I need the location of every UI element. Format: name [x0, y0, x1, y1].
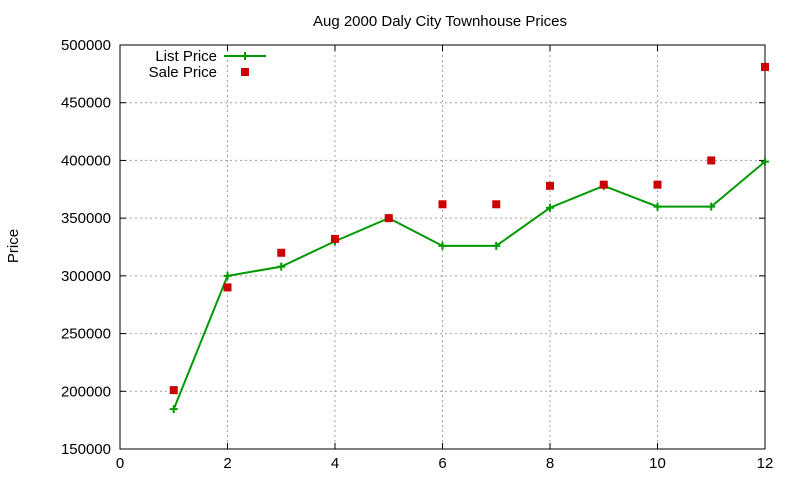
x-tick-label: 6 [438, 455, 446, 472]
axis-ticks: 1500002000002500003000003500004000004500… [61, 37, 773, 472]
legend-label-sale-price: Sale Price [149, 64, 217, 81]
data-point [331, 234, 339, 243]
x-tick-label: 0 [116, 455, 124, 472]
series-sale-price [169, 62, 769, 395]
data-point [223, 283, 232, 292]
data-point [223, 271, 232, 280]
y-tick-label: 200000 [61, 383, 111, 400]
data-point [492, 241, 501, 250]
y-tick-label: 300000 [61, 268, 111, 285]
y-tick-label: 400000 [61, 152, 111, 169]
legend-marker-list-price [241, 52, 249, 60]
data-point [438, 241, 447, 250]
x-tick-label: 12 [757, 455, 774, 472]
legend: List Price Sale Price [149, 48, 266, 81]
data-point [653, 180, 662, 189]
y-axis-label: Price [5, 229, 22, 263]
data-point [707, 156, 716, 165]
y-tick-label: 350000 [61, 210, 111, 227]
chart-title: Aug 2000 Daly City Townhouse Prices [313, 13, 567, 30]
data-point [277, 248, 286, 257]
data-point [384, 214, 393, 223]
data-point [546, 181, 554, 190]
x-tick-label: 10 [649, 455, 666, 472]
y-tick-label: 450000 [61, 95, 111, 112]
data-point [599, 180, 608, 189]
data-point [761, 62, 769, 71]
data-point [707, 202, 716, 211]
series-line [172, 160, 766, 410]
legend-marker-sale-price [241, 68, 249, 76]
x-tick-label: 2 [223, 455, 231, 472]
data-point [761, 157, 769, 166]
data-point [492, 200, 501, 209]
legend-label-list-price: List Price [155, 48, 217, 65]
series-list-price [169, 157, 769, 414]
data-point [277, 262, 286, 271]
x-tick-label: 4 [331, 455, 339, 472]
data-point [653, 202, 662, 211]
y-tick-label: 500000 [61, 37, 111, 54]
y-tick-label: 250000 [61, 326, 111, 343]
series [169, 62, 769, 414]
data-point [546, 203, 554, 212]
data-point [438, 200, 447, 209]
x-tick-label: 8 [546, 455, 554, 472]
data-point [169, 386, 178, 395]
data-point [169, 405, 178, 414]
y-tick-label: 150000 [61, 441, 111, 458]
